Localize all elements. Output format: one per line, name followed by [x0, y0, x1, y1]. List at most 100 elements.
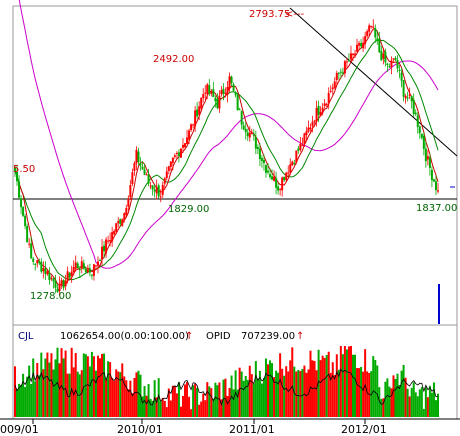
candle-body	[420, 133, 423, 138]
candle-body	[285, 172, 288, 180]
volume-bar	[262, 378, 265, 417]
candle-body	[281, 177, 284, 191]
candle-body	[16, 171, 19, 182]
candle-body	[208, 85, 211, 94]
candle-body	[177, 152, 180, 156]
volume-bar	[362, 371, 365, 417]
candle-body	[212, 89, 215, 98]
volume-bar	[380, 398, 383, 417]
volume-bar	[349, 346, 352, 417]
volume-bar	[418, 389, 421, 417]
candle-body	[50, 277, 53, 279]
volume-bar	[269, 360, 272, 417]
volume-bar	[103, 353, 106, 417]
candle-body	[434, 181, 437, 191]
candle-body	[111, 232, 114, 242]
volume-bar	[133, 378, 136, 417]
volume-value: 1062654.00(0.00:100.00)	[60, 331, 189, 342]
volume-bar	[382, 398, 385, 417]
volume-bar	[224, 378, 227, 417]
volume-bar	[266, 364, 269, 417]
candle-body	[190, 124, 193, 131]
candle-body	[424, 148, 427, 162]
candle-body	[188, 130, 191, 140]
volume-bar	[309, 350, 312, 417]
volume-bar	[432, 382, 435, 417]
candle-body	[129, 184, 132, 198]
candle-body	[127, 198, 130, 207]
candle-body	[287, 172, 290, 174]
trend-line	[289, 7, 458, 157]
candle-body	[62, 280, 65, 288]
volume-bar	[301, 369, 304, 417]
volume-bar	[14, 366, 16, 417]
candle-body	[260, 158, 263, 161]
candle-body	[202, 94, 205, 98]
volume-bar	[410, 387, 413, 417]
opid-name: OPID	[206, 331, 231, 342]
candle-body	[384, 51, 387, 63]
volume-bar	[376, 365, 379, 417]
candle-body	[121, 219, 124, 226]
volume-bar	[358, 368, 361, 417]
volume-bar	[392, 375, 395, 417]
volume-bar	[297, 369, 300, 417]
volume-bar	[238, 367, 241, 417]
volume-bar	[271, 363, 274, 417]
candle-body	[22, 206, 25, 216]
candle-body	[224, 92, 227, 94]
volume-bar	[151, 400, 154, 417]
candle-body	[291, 161, 294, 166]
opid-up-arrow: ↑	[296, 331, 304, 342]
candle-body	[410, 96, 413, 102]
volume-bar	[364, 349, 367, 417]
candle-body	[218, 95, 221, 109]
volume-bar	[169, 400, 172, 417]
candle-body	[366, 31, 369, 36]
candle-body	[159, 196, 162, 198]
candle-body	[64, 280, 67, 287]
candle-body	[52, 278, 55, 282]
candle-body	[325, 103, 328, 105]
volume-bar	[416, 396, 419, 417]
candle-body	[192, 124, 195, 126]
candle-body	[254, 136, 257, 149]
candle-body	[376, 38, 379, 42]
volume-bar	[141, 396, 144, 417]
candle-body	[329, 90, 332, 92]
volume-bar	[216, 385, 219, 417]
volume-bar	[351, 354, 354, 417]
volume-bar	[155, 397, 158, 417]
candle-body	[250, 132, 253, 135]
candle-body	[422, 136, 425, 149]
candle-body	[113, 231, 116, 235]
volume-bar	[171, 385, 174, 417]
volume-bar	[188, 396, 191, 417]
candle-body	[133, 163, 136, 171]
volume-bar	[48, 362, 51, 417]
candle-body	[228, 76, 231, 89]
candle-body	[337, 72, 340, 74]
volume-bar	[123, 376, 126, 417]
volume-bar	[388, 386, 391, 417]
candle-body	[331, 87, 334, 90]
volume-bar	[285, 366, 288, 417]
candle-body	[358, 43, 361, 46]
candle-body	[34, 263, 37, 265]
candle-body	[382, 53, 385, 59]
volume-bar	[434, 400, 437, 417]
candle-body	[305, 131, 308, 136]
candle-body	[86, 269, 89, 273]
volume-bar	[198, 404, 201, 417]
volume-bar	[40, 352, 43, 417]
volume-bar	[360, 366, 363, 417]
volume-bar	[325, 355, 328, 417]
volume-bar	[22, 373, 25, 417]
ma-long-path	[18, 0, 439, 269]
candle-body	[151, 185, 154, 190]
volume-bar	[372, 356, 375, 417]
opid-value: 707239.00	[241, 331, 295, 342]
x-tick-2009: 009/01	[0, 423, 39, 436]
volume-bar	[208, 386, 211, 417]
